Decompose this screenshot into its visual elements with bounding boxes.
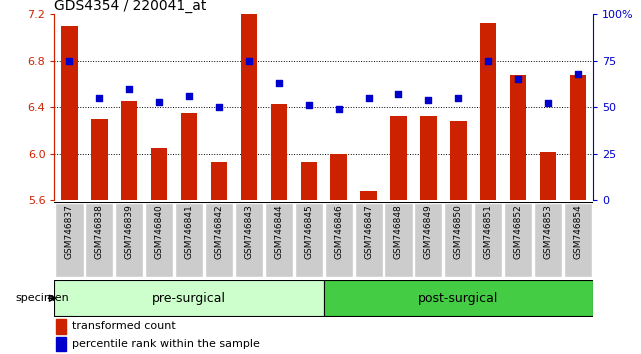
Point	[483, 58, 494, 63]
Text: transformed count: transformed count	[72, 321, 176, 331]
Bar	[570, 75, 587, 200]
Text: GSM746854: GSM746854	[574, 204, 583, 259]
Text: pre-surgical: pre-surgical	[152, 292, 226, 305]
FancyBboxPatch shape	[55, 202, 83, 277]
Point	[304, 102, 314, 108]
Point	[214, 104, 224, 110]
Bar	[211, 162, 228, 200]
Text: GSM746841: GSM746841	[185, 204, 194, 259]
FancyBboxPatch shape	[534, 202, 562, 277]
Text: GSM746838: GSM746838	[95, 204, 104, 259]
Point	[94, 95, 104, 101]
Bar	[480, 23, 496, 200]
Text: GSM746850: GSM746850	[454, 204, 463, 259]
Text: post-surgical: post-surgical	[418, 292, 499, 305]
Bar	[301, 162, 317, 200]
Bar	[56, 337, 66, 351]
Text: GSM746848: GSM746848	[394, 204, 403, 259]
Bar	[241, 14, 257, 200]
Bar	[360, 191, 377, 200]
FancyBboxPatch shape	[145, 202, 173, 277]
Bar	[181, 113, 197, 200]
FancyBboxPatch shape	[354, 202, 383, 277]
Text: GDS4354 / 220041_at: GDS4354 / 220041_at	[54, 0, 207, 13]
Bar	[420, 116, 437, 200]
FancyBboxPatch shape	[474, 202, 503, 277]
Point	[154, 99, 164, 104]
FancyBboxPatch shape	[385, 202, 413, 277]
Text: specimen: specimen	[15, 292, 69, 303]
Point	[513, 76, 523, 82]
Bar	[390, 116, 406, 200]
FancyBboxPatch shape	[175, 202, 203, 277]
Bar	[91, 119, 108, 200]
Text: GSM746840: GSM746840	[154, 204, 163, 259]
Bar	[271, 104, 287, 200]
FancyBboxPatch shape	[235, 202, 263, 277]
Text: GSM746842: GSM746842	[215, 204, 224, 259]
Point	[124, 86, 135, 91]
Bar	[540, 152, 556, 200]
Bar	[151, 148, 167, 200]
Text: GSM746852: GSM746852	[513, 204, 522, 259]
Text: percentile rank within the sample: percentile rank within the sample	[72, 339, 260, 349]
FancyBboxPatch shape	[265, 202, 293, 277]
FancyBboxPatch shape	[414, 202, 442, 277]
Bar	[450, 121, 467, 200]
Bar	[331, 154, 347, 200]
FancyBboxPatch shape	[444, 202, 472, 277]
Point	[333, 106, 344, 112]
FancyBboxPatch shape	[324, 202, 353, 277]
Text: GSM746846: GSM746846	[334, 204, 343, 259]
Bar	[510, 75, 526, 200]
FancyBboxPatch shape	[504, 202, 532, 277]
FancyBboxPatch shape	[115, 202, 144, 277]
FancyBboxPatch shape	[205, 202, 233, 277]
Point	[274, 80, 284, 86]
Text: GSM746849: GSM746849	[424, 204, 433, 259]
Text: GSM746844: GSM746844	[274, 204, 283, 259]
FancyBboxPatch shape	[295, 202, 323, 277]
Point	[573, 71, 583, 76]
Text: GSM746853: GSM746853	[544, 204, 553, 259]
Point	[543, 101, 553, 106]
Point	[64, 58, 74, 63]
Point	[394, 91, 404, 97]
Text: GSM746845: GSM746845	[304, 204, 313, 259]
Bar	[62, 26, 78, 200]
Text: GSM746839: GSM746839	[125, 204, 134, 259]
Text: GSM746847: GSM746847	[364, 204, 373, 259]
Bar	[56, 319, 66, 333]
Point	[244, 58, 254, 63]
Point	[184, 93, 194, 99]
Text: GSM746851: GSM746851	[484, 204, 493, 259]
Text: GSM746837: GSM746837	[65, 204, 74, 259]
Bar	[121, 101, 138, 200]
FancyBboxPatch shape	[324, 280, 593, 316]
Point	[423, 97, 433, 103]
FancyBboxPatch shape	[54, 280, 324, 316]
Point	[453, 95, 463, 101]
FancyBboxPatch shape	[564, 202, 592, 277]
Point	[363, 95, 374, 101]
FancyBboxPatch shape	[85, 202, 113, 277]
Text: GSM746843: GSM746843	[244, 204, 253, 259]
